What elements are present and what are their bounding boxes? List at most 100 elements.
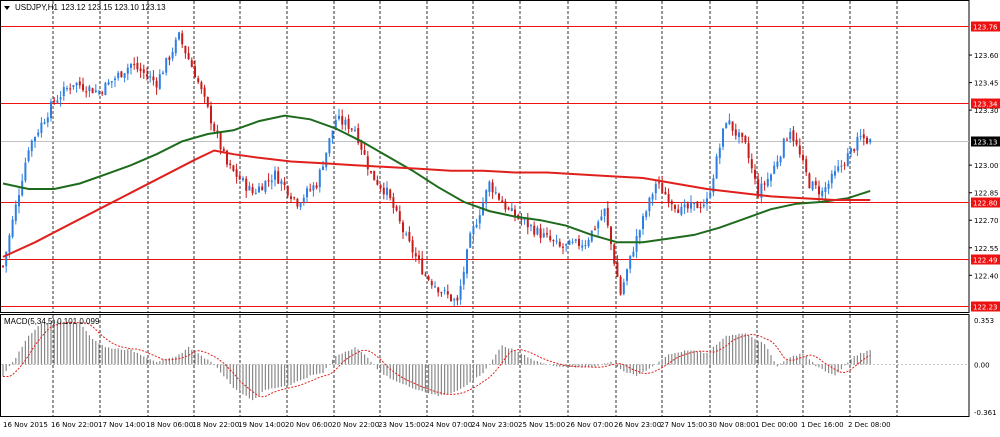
candle-body xyxy=(421,258,424,275)
candle-body xyxy=(379,184,382,189)
candle-body xyxy=(642,216,644,229)
candle-body xyxy=(853,149,856,152)
candle-body xyxy=(498,193,500,200)
candle-body xyxy=(693,202,696,204)
candle-body xyxy=(718,147,721,159)
candle-body xyxy=(699,207,702,209)
candle-body xyxy=(69,88,72,90)
candle-body xyxy=(382,187,385,195)
candle-body xyxy=(238,175,241,180)
macd-tick-label: 0.353 xyxy=(974,317,994,325)
candle-body xyxy=(661,183,664,194)
price-tick-label: 123.60 xyxy=(974,52,999,60)
candle-body xyxy=(405,233,408,235)
candle-body xyxy=(824,187,827,193)
candle-body xyxy=(402,222,404,233)
candle-body xyxy=(533,225,536,235)
candle-body xyxy=(507,208,510,210)
ma-slow-line xyxy=(2,114,871,244)
candle-body xyxy=(629,255,632,269)
candle-body xyxy=(757,179,760,197)
chevron-down-icon[interactable] xyxy=(4,5,10,10)
candle-body xyxy=(437,287,440,293)
price-tick-label: 123.30 xyxy=(974,107,999,115)
candle-body xyxy=(136,63,139,70)
candle-body xyxy=(62,87,65,97)
candle-body xyxy=(357,128,360,144)
candle-body xyxy=(866,137,868,144)
candle-body xyxy=(501,200,504,204)
price-level-tag xyxy=(971,21,1000,32)
candle-body xyxy=(792,130,795,141)
candle-body xyxy=(722,128,724,147)
candle-body xyxy=(197,78,200,83)
candle-body xyxy=(610,226,612,244)
time-label: 24 Nov 07:00 xyxy=(425,421,472,429)
candle-body xyxy=(443,289,446,291)
candle-body xyxy=(98,91,100,93)
candle-body xyxy=(619,276,622,295)
time-label: 23 Nov 15:00 xyxy=(378,421,425,429)
candle-body xyxy=(584,245,587,247)
candle-body xyxy=(53,100,56,102)
time-label: 2 Dec 08:00 xyxy=(848,421,891,429)
candle-body xyxy=(142,69,145,73)
candle-body xyxy=(587,239,590,247)
candle-body xyxy=(789,131,792,140)
candle-body xyxy=(744,136,747,143)
chart-header[interactable]: USDJPY,H1 123.12 123.15 123.10 123.13 xyxy=(4,3,166,12)
candle-body xyxy=(91,88,94,94)
time-label: 26 Nov 23:00 xyxy=(614,421,661,429)
macd-tick-label: -0.361 xyxy=(974,409,997,417)
current-price-tag xyxy=(971,136,1000,147)
candle-body xyxy=(149,76,152,78)
macd-plot-frame xyxy=(0,314,970,417)
candle-body xyxy=(59,97,62,100)
candle-body xyxy=(696,201,699,209)
macd-header: MACD(5,34,5) 0.101 0.099 xyxy=(4,317,99,326)
candle-body xyxy=(578,238,580,246)
candle-body xyxy=(338,115,340,119)
candle-body xyxy=(526,217,529,228)
candle-body xyxy=(571,241,574,243)
candle-body xyxy=(462,271,465,285)
candle-body xyxy=(750,159,753,169)
candle-body xyxy=(174,39,177,54)
time-label: 16 Nov 22:00 xyxy=(51,421,98,429)
candle-body xyxy=(562,246,564,248)
candle-body xyxy=(728,120,731,125)
candle-body xyxy=(107,82,110,85)
candle-body xyxy=(66,88,68,90)
candle-body xyxy=(424,274,427,276)
candle-body xyxy=(366,156,369,170)
candle-body xyxy=(546,233,548,235)
candle-body xyxy=(574,239,577,241)
candle-body xyxy=(203,87,206,97)
candle-body xyxy=(488,181,491,192)
candle-body xyxy=(85,91,88,93)
candle-body xyxy=(830,173,833,184)
candle-body xyxy=(594,228,596,230)
candle-body xyxy=(814,181,817,186)
main-plot-frame xyxy=(0,0,970,313)
candle-body xyxy=(795,139,798,145)
candle-body xyxy=(408,231,411,242)
candle-body xyxy=(779,156,782,163)
price-level-tag xyxy=(971,254,1000,265)
candle-body xyxy=(843,164,846,166)
candle-body xyxy=(558,241,561,247)
macd-values: 0.101 0.099 xyxy=(57,317,100,326)
candle-body xyxy=(181,33,184,45)
candle-body xyxy=(146,74,148,77)
candle-body xyxy=(450,294,452,302)
candle-body xyxy=(56,100,59,103)
candle-body xyxy=(155,80,158,88)
candle-body xyxy=(440,292,443,294)
candle-body xyxy=(299,203,302,208)
candle-body xyxy=(632,251,635,257)
candle-body xyxy=(523,219,526,221)
candle-body xyxy=(178,32,180,40)
candle-body xyxy=(2,265,4,267)
candle-body xyxy=(40,122,43,133)
